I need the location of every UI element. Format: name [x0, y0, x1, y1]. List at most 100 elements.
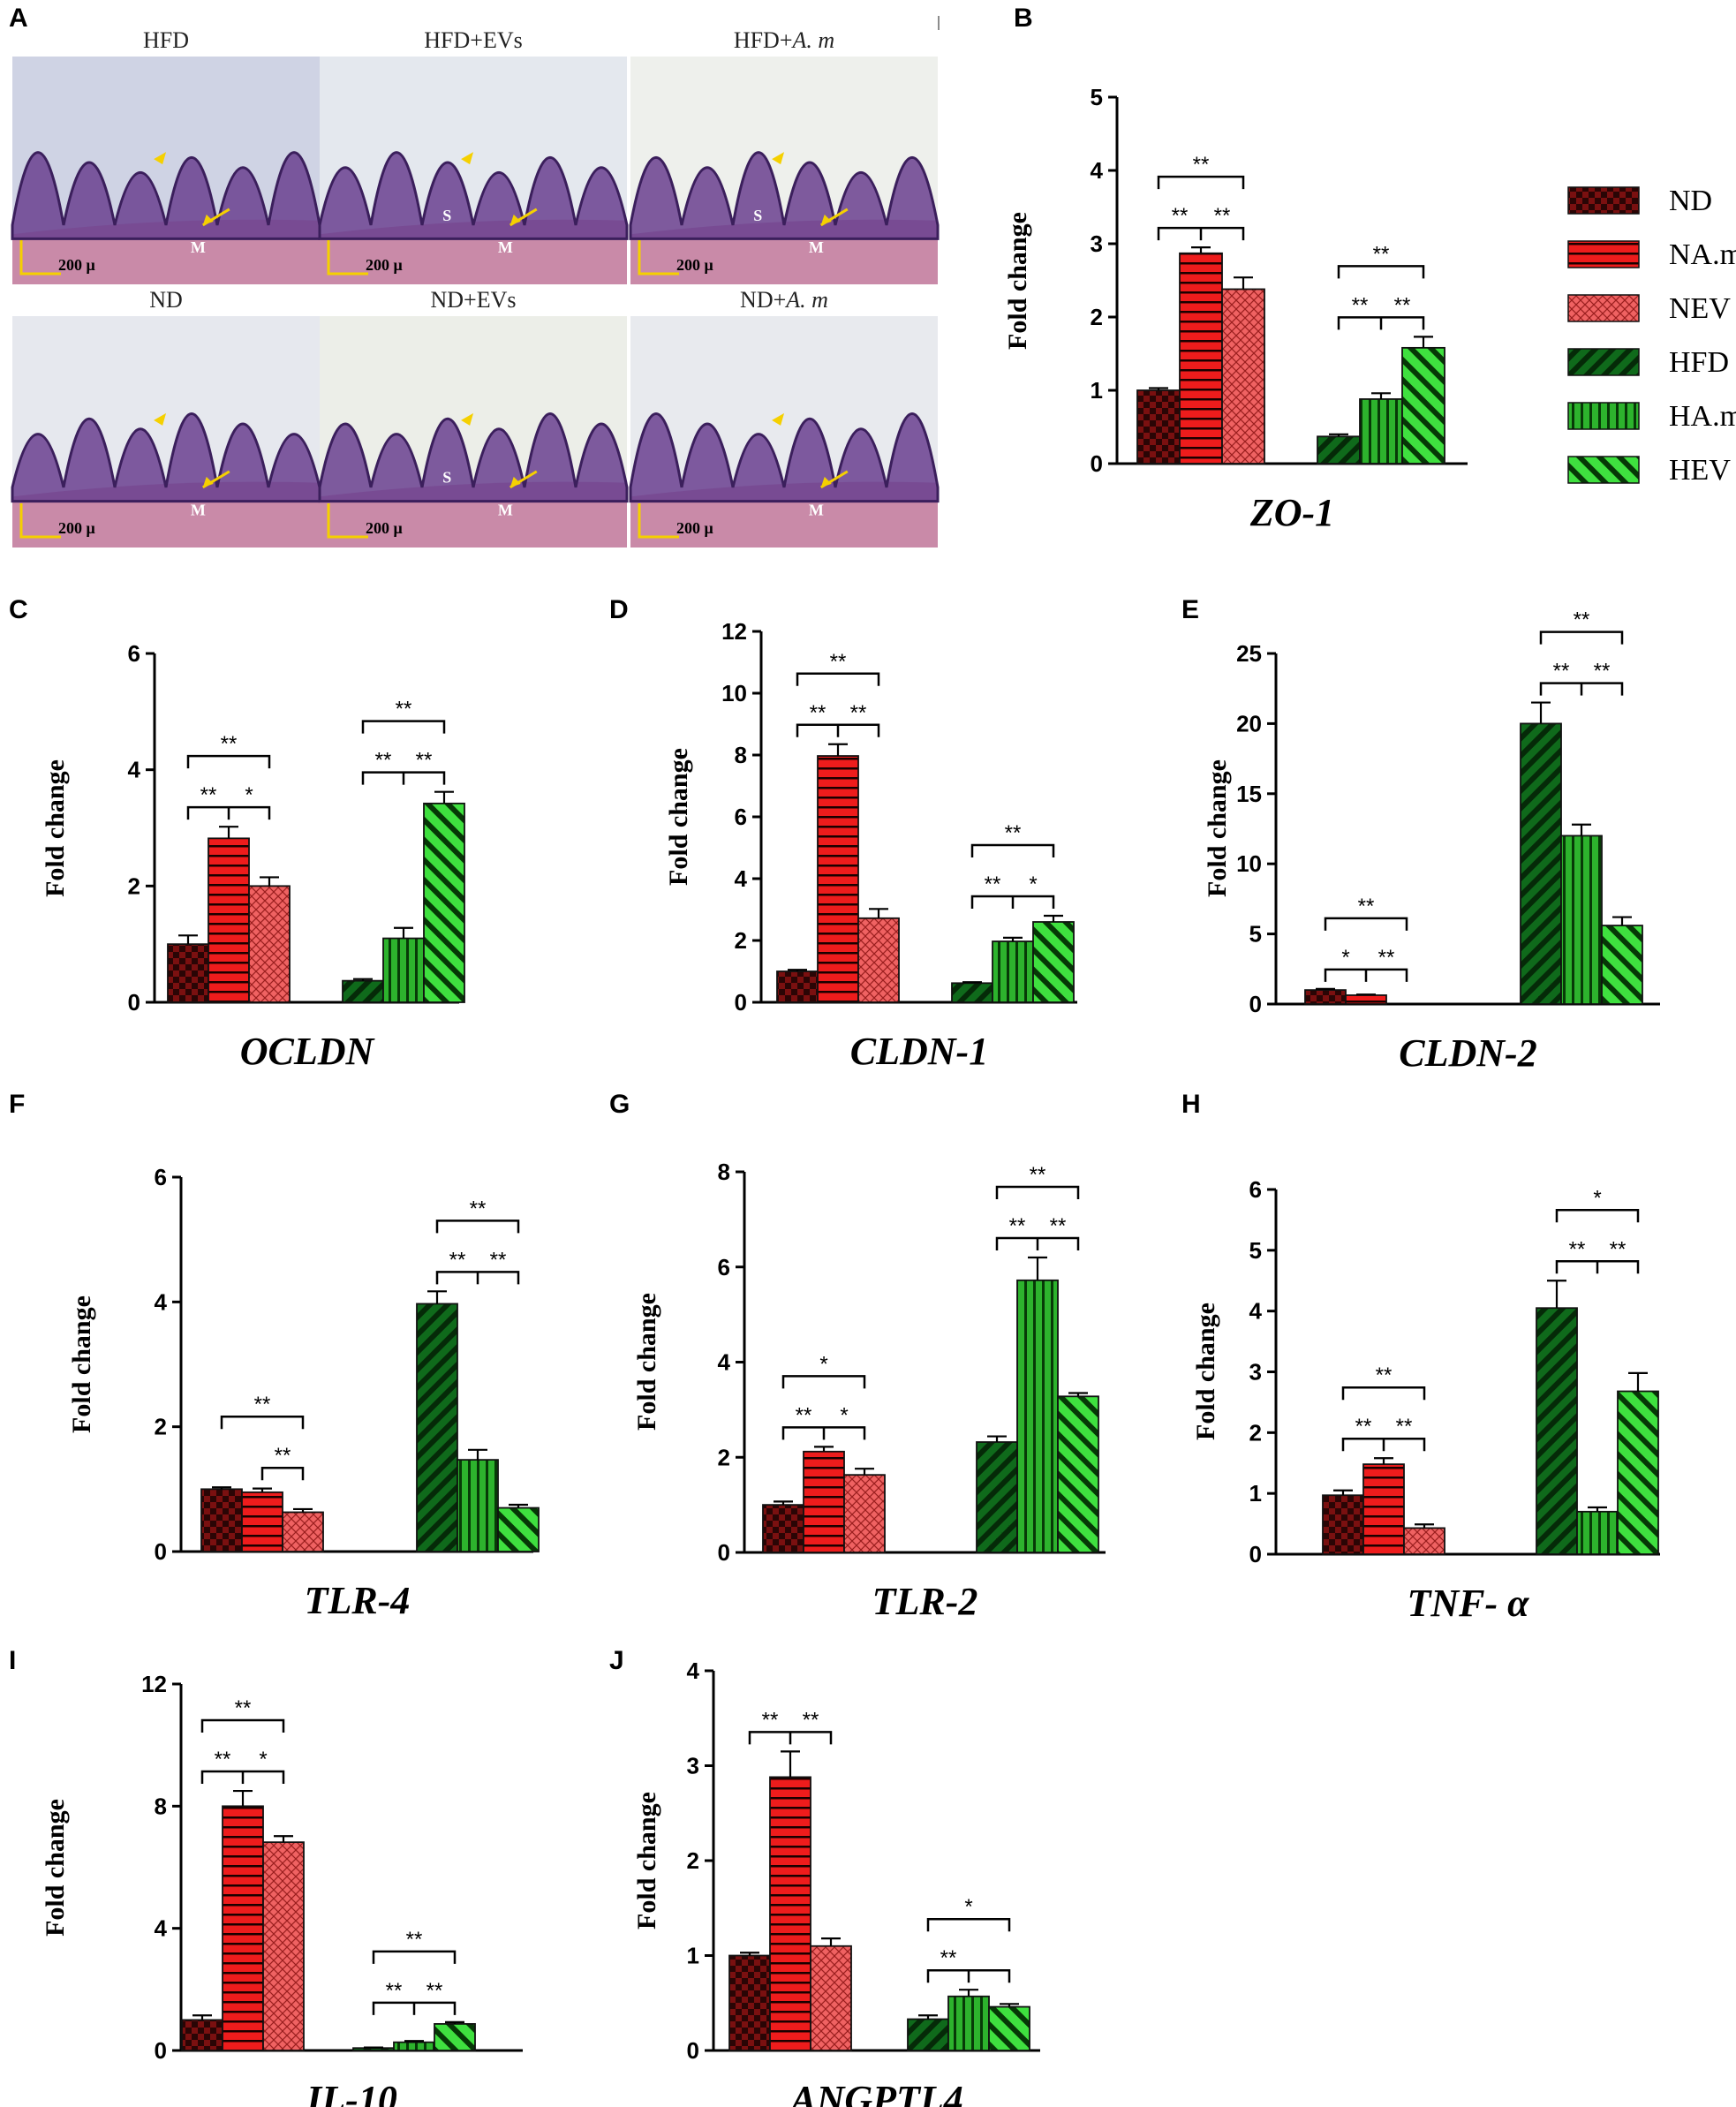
- arrowhead-marker: [154, 152, 167, 165]
- bar-ham: [382, 937, 425, 1003]
- y-axis-label: Fold change: [41, 759, 70, 897]
- mucosa-folds: [12, 152, 320, 239]
- bracket-upper: [926, 1917, 1011, 1932]
- y-tick-label: 5: [1249, 1237, 1262, 1264]
- y-tick-label: 12: [141, 1671, 167, 1697]
- bar-nd: [776, 970, 819, 1003]
- y-tick-label: 0: [687, 2037, 699, 2064]
- bar-hev: [1601, 925, 1643, 1005]
- micrograph-title-text: ND+EVs: [431, 287, 517, 313]
- sig-label-right: **: [275, 1444, 291, 1468]
- sig-label-right: **: [490, 1248, 507, 1272]
- legend-swatch: [1567, 186, 1640, 215]
- bar-ham: [1560, 834, 1603, 1005]
- sig-label-left: **: [762, 1708, 779, 1732]
- micrograph-title-text: HFD: [143, 27, 189, 53]
- sig-label-left: **: [1172, 204, 1189, 228]
- mucosa-outline: [318, 151, 629, 240]
- arrowhead-marker: [461, 412, 474, 426]
- marker-m: M: [498, 238, 513, 256]
- sig-label-right: **: [1214, 204, 1231, 228]
- bar-hev: [1032, 921, 1075, 1003]
- micrograph-title-text: HFD+EVs: [424, 27, 522, 53]
- y-tick-label: 2: [128, 872, 140, 899]
- y-tick-label: 8: [155, 1793, 167, 1819]
- mucosa-folds: [12, 413, 320, 502]
- scale-bar: [327, 240, 368, 276]
- bracket-upper: [995, 1185, 1080, 1199]
- panel-label-d: D: [609, 595, 629, 624]
- panel-b: B 0 1 2 3 4 5 Fold change ** ** ** ** ** ** ZO-1: [1003, 4, 1468, 534]
- bar-ham: [393, 2041, 435, 2051]
- gene-label: OCLDN: [240, 1030, 376, 1073]
- gene-label: TLR-2: [872, 1580, 978, 1623]
- bar-ham: [457, 1459, 499, 1552]
- y-tick-label: 0: [155, 2037, 167, 2064]
- micrograph-title: HFD+A. m: [734, 27, 834, 53]
- scale-bar-label: 200 μ: [676, 256, 713, 274]
- bar-hfd: [352, 2047, 395, 2051]
- y-tick-label: 10: [1236, 850, 1262, 877]
- bar-hfd: [907, 2018, 949, 2051]
- sig-label-right: *: [259, 1748, 267, 1771]
- marker-m: M: [191, 238, 206, 256]
- legend-swatch: [1567, 348, 1640, 376]
- y-tick-label: 3: [1249, 1359, 1262, 1386]
- micrograph-title: HFD: [143, 27, 189, 53]
- gene-label: ZO-1: [1249, 491, 1334, 534]
- scale-bar: [638, 240, 679, 276]
- y-axis-label: Fold change: [1191, 1303, 1220, 1440]
- legend-swatch: [1567, 294, 1640, 322]
- legend-label: HEV: [1669, 454, 1731, 487]
- legend-item-hev: HEV: [1567, 454, 1731, 487]
- bar-hev: [988, 2005, 1030, 2051]
- marker-s: S: [442, 469, 451, 487]
- y-tick-label: 3: [1091, 230, 1103, 257]
- bracket-upper: [200, 1718, 285, 1733]
- y-tick-label: 2: [687, 1847, 699, 1874]
- sig-label-top: *: [964, 1895, 972, 1919]
- y-tick-label: 20: [1236, 710, 1262, 736]
- mucosa-folds: [630, 413, 938, 502]
- bracket-upper: [372, 1950, 457, 1964]
- y-tick-label: 10: [721, 680, 747, 706]
- legend-swatch: [1567, 240, 1640, 268]
- y-tick-label: 4: [1249, 1298, 1263, 1325]
- bracket-lower: [260, 1466, 305, 1481]
- bar-hev: [1057, 1395, 1099, 1553]
- y-axis-label: Fold change: [632, 1293, 661, 1431]
- bar-hfd: [1317, 435, 1361, 464]
- legend-label: ND: [1669, 185, 1712, 217]
- y-tick-label: 0: [155, 1538, 167, 1565]
- y-tick-label: 4: [1091, 157, 1104, 184]
- sig-label-left: **: [1553, 660, 1570, 683]
- marker-m: M: [498, 501, 513, 518]
- y-tick-label: 2: [1249, 1419, 1262, 1446]
- sig-label-left: **: [200, 783, 217, 807]
- bar-hev: [1617, 1390, 1659, 1555]
- legend-item-ham: HA.m: [1567, 400, 1736, 433]
- micrograph-2: M S 200 μ: [318, 57, 629, 284]
- mucosa-outline: [318, 412, 629, 503]
- micrograph-title-species: A. m: [784, 287, 828, 313]
- y-tick-label: 25: [1236, 640, 1262, 667]
- arrow-tip: [509, 214, 521, 225]
- sig-label-left: **: [1009, 1214, 1026, 1238]
- gene-label: TNF- α: [1408, 1582, 1530, 1625]
- sig-label-top: **: [1574, 608, 1590, 632]
- legend-swatch: [1567, 402, 1640, 430]
- legend-label: NEV: [1669, 292, 1731, 325]
- sig-label-top: **: [1030, 1163, 1046, 1187]
- gene-label: IL-10: [306, 2078, 397, 2107]
- y-axis-label: Fold change: [632, 1792, 661, 1930]
- micrograph-title-text: ND: [149, 287, 183, 313]
- panel-label-j: J: [609, 1646, 624, 1675]
- significance-group-h: ** ***: [970, 821, 1055, 909]
- mucosa-outline: [629, 412, 940, 503]
- y-tick-label: 2: [718, 1444, 730, 1470]
- sig-label-right: *: [245, 783, 253, 807]
- y-tick-label: 4: [155, 1915, 168, 1942]
- bracket-upper: [435, 1220, 520, 1234]
- significance-group-h: ** ** **: [372, 1928, 457, 2015]
